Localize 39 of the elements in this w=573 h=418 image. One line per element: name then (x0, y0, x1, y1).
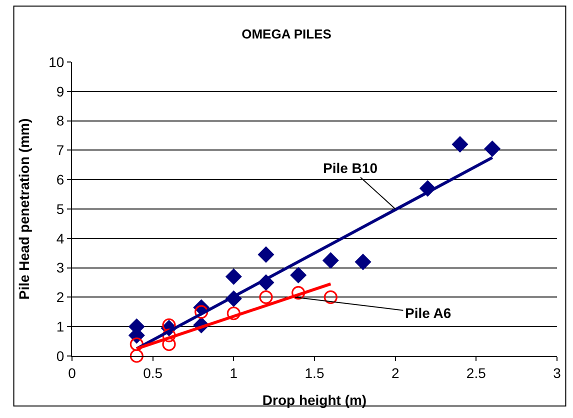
y-axis-title: Pile Head penetration (mm) (16, 118, 32, 300)
point (226, 306, 240, 320)
y-tick-label: 1 (56, 318, 64, 334)
y-tick-label: 10 (48, 54, 64, 70)
y-tick-label: 9 (56, 83, 64, 100)
y-tick-label: 6 (56, 172, 64, 188)
y-tick-label: 7 (56, 142, 64, 158)
x-tick-label: 3 (553, 364, 562, 381)
annotation: Pile A6 (405, 305, 452, 321)
point (292, 286, 306, 300)
x-tick-label: 1.5 (304, 364, 324, 381)
x-tick-label: 0 (68, 364, 76, 381)
point (194, 305, 208, 319)
point (259, 290, 273, 304)
point (130, 337, 144, 352)
point (484, 140, 500, 157)
point (452, 136, 468, 152)
x-tick-label: 2.5 (466, 364, 486, 381)
point (130, 349, 144, 363)
y-tick-label: 5 (56, 200, 64, 217)
y-tick-label: 8 (56, 112, 64, 129)
x-tick-label: 2 (391, 364, 400, 381)
y-tick-label: 4 (56, 230, 64, 246)
x-axis-title: Drop height (m) (262, 392, 367, 408)
y-tick-label: 2 (56, 289, 64, 306)
y-tick-label: 0 (56, 348, 64, 364)
point (322, 252, 339, 268)
chart-title: OMEGA PILES (242, 26, 332, 42)
annotation: Pile B10 (323, 160, 378, 176)
x-tick-label: 0.5 (143, 364, 163, 381)
point (226, 268, 242, 285)
point (162, 328, 176, 342)
y-tick-label: 3 (56, 260, 64, 276)
point (355, 254, 371, 270)
point (290, 267, 306, 284)
point (324, 290, 338, 304)
x-tick-label: 1 (230, 364, 238, 381)
point (258, 246, 274, 263)
point (162, 337, 176, 352)
